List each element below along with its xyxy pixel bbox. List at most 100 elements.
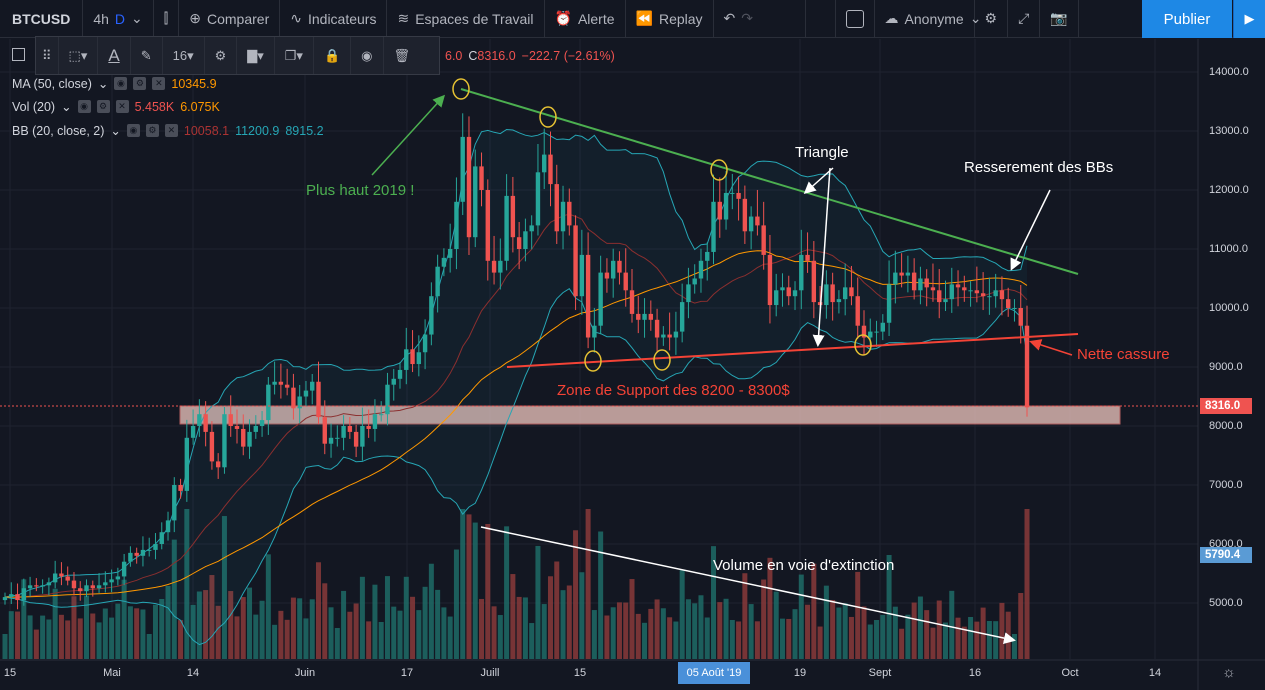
fill-icon[interactable]: ▇▾	[237, 37, 275, 74]
top-toolbar: BTCUSD 4h D ⌄ ⫿ ⊕ Comparer ∿ Indicateurs ≋ Es…	[0, 0, 1265, 38]
gear-icon[interactable]: ⚙	[96, 100, 110, 113]
interval-selector[interactable]: 4h D ⌄	[83, 0, 154, 38]
volume-bar	[842, 603, 848, 659]
annotation-volume[interactable]: Volume en voie d'extinction	[713, 557, 895, 574]
chevron-down-icon[interactable]: ⌄	[97, 77, 109, 91]
symbol-search[interactable]: BTCUSD	[0, 0, 84, 38]
volume-bar	[228, 591, 234, 659]
annotation-break[interactable]: Nette cassure	[1077, 346, 1170, 363]
candle-body	[153, 544, 158, 550]
rect-select-icon[interactable]: ⬚▾	[59, 37, 99, 74]
chart-type-button[interactable]: ⫿	[154, 0, 180, 38]
volume-bar	[109, 617, 115, 659]
candle-body	[748, 216, 754, 232]
eye-icon[interactable]: ◉	[114, 77, 128, 90]
sun-icon[interactable]: ☼	[1222, 664, 1236, 681]
volume-bar	[384, 576, 390, 659]
gear-icon[interactable]: ⚙	[145, 124, 159, 137]
trash-icon[interactable]: 🗑	[393, 47, 411, 63]
publish-button[interactable]: Publier	[1142, 0, 1232, 38]
volume-bar	[585, 509, 591, 659]
candle-body	[316, 381, 321, 418]
workspaces-button[interactable]: ≋ Espaces de Travail	[387, 0, 545, 38]
interval-4h[interactable]: 4h	[93, 10, 109, 27]
candle-body	[842, 287, 848, 300]
ohlc-value: 6.0	[445, 49, 463, 63]
volume-bar	[723, 598, 729, 659]
collapse-legend-button[interactable]	[12, 48, 25, 61]
volume-bar	[397, 610, 403, 659]
text-color-icon[interactable]: A	[98, 37, 131, 74]
close-icon[interactable]: ✕	[152, 77, 166, 90]
close-icon[interactable]: ✕	[164, 124, 178, 137]
candle-body	[435, 266, 440, 297]
gear-icon[interactable]: ⚙	[205, 37, 238, 74]
compare-button[interactable]: ⊕ Comparer	[179, 0, 281, 38]
candle-body	[579, 254, 585, 297]
drag-handle[interactable]: ⠿	[36, 37, 59, 74]
eye-icon[interactable]: ◉	[126, 124, 140, 137]
candle-body	[140, 549, 146, 556]
ohlc-legend: 6.0 C 8316.0 −222.7 (−2.61%)	[445, 49, 615, 63]
volume-bar	[491, 606, 497, 659]
volume-bar	[134, 608, 140, 659]
eye-icon[interactable]: ◉	[77, 100, 91, 113]
candle-body	[886, 284, 892, 323]
interval-d[interactable]: D	[114, 10, 126, 27]
candle-body	[905, 272, 911, 276]
candle-body	[272, 381, 277, 385]
gear-icon[interactable]: ⚙	[133, 77, 147, 90]
candle-body	[786, 287, 791, 297]
ma-legend[interactable]: MA (50, close) ⌄ ◉ ⚙ ✕ 10345.9	[12, 76, 217, 92]
fullscreen-button[interactable]: ⤢	[1008, 0, 1041, 38]
price-tick: 8000.0	[1209, 420, 1243, 432]
chevron-down-icon[interactable]: ⌄	[131, 10, 143, 26]
candle-body	[654, 319, 660, 338]
close-icon[interactable]: ✕	[115, 100, 129, 113]
volume-bar	[259, 600, 265, 659]
price-chart[interactable]	[0, 39, 1265, 690]
annotation-high[interactable]: Plus haut 2019 !	[306, 182, 415, 199]
volume-bar	[654, 599, 660, 659]
candle-body	[730, 192, 735, 194]
annotation-triangle[interactable]: Triangle	[795, 144, 849, 161]
candle-body	[253, 426, 258, 432]
candle-body	[454, 201, 459, 249]
eye-icon[interactable]: ◉	[351, 37, 384, 74]
bb-lower-value: 8915.2	[285, 123, 324, 138]
replay-button[interactable]: ⏪ Replay	[626, 0, 714, 38]
chevron-down-icon[interactable]: ⌄	[110, 124, 121, 138]
candle-body	[391, 378, 396, 385]
user-menu[interactable]: ☁ Anonyme ⌄	[875, 0, 981, 38]
redo-icon[interactable]: ↷	[741, 10, 754, 26]
candle-body	[918, 278, 923, 291]
layout-button[interactable]	[836, 0, 875, 38]
candle-body	[84, 585, 89, 592]
volume-bar	[648, 608, 654, 659]
clone-icon[interactable]: ❐▾	[275, 37, 314, 74]
bb-legend[interactable]: BB (20, close, 2) ⌄ ◉ ⚙ ✕ 10058.1 11200.9 8915.…	[12, 123, 324, 139]
vol-value: 5.458K	[134, 99, 175, 114]
play-button[interactable]: ▶	[1233, 0, 1265, 38]
indicators-button[interactable]: ∿ Indicateurs	[280, 0, 388, 38]
candle-body	[291, 387, 296, 409]
undo-icon[interactable]: ↶	[723, 10, 736, 26]
pencil-icon[interactable]: ✎	[131, 37, 163, 74]
volume-bar	[855, 571, 861, 659]
arrow-triangle-bottom	[812, 167, 831, 347]
annotation-bbs[interactable]: Resserement des BBs	[964, 159, 1114, 176]
price-tick: 11000.0	[1209, 243, 1248, 255]
volume-bar	[949, 590, 955, 659]
snapshot-button[interactable]: 📷	[1040, 0, 1079, 38]
font-size-selector[interactable]: 16 ▾	[163, 37, 205, 74]
vol-legend[interactable]: Vol (20) ⌄ ◉ ⚙ ✕ 5.458K 6.075K	[12, 99, 220, 115]
arrow-bbs	[1010, 189, 1051, 271]
settings-button[interactable]: ⚙	[975, 0, 1009, 38]
chevron-down-icon[interactable]: ⌄	[61, 100, 72, 114]
annotation-support[interactable]: Zone de Support des 8200 - 8300$	[557, 382, 790, 399]
volume-bar	[410, 596, 416, 659]
alert-button[interactable]: ⏰ Alerte	[545, 0, 626, 38]
volume-bar	[522, 597, 528, 659]
lock-icon[interactable]: 🔒	[314, 37, 352, 74]
volume-bar	[560, 590, 566, 659]
